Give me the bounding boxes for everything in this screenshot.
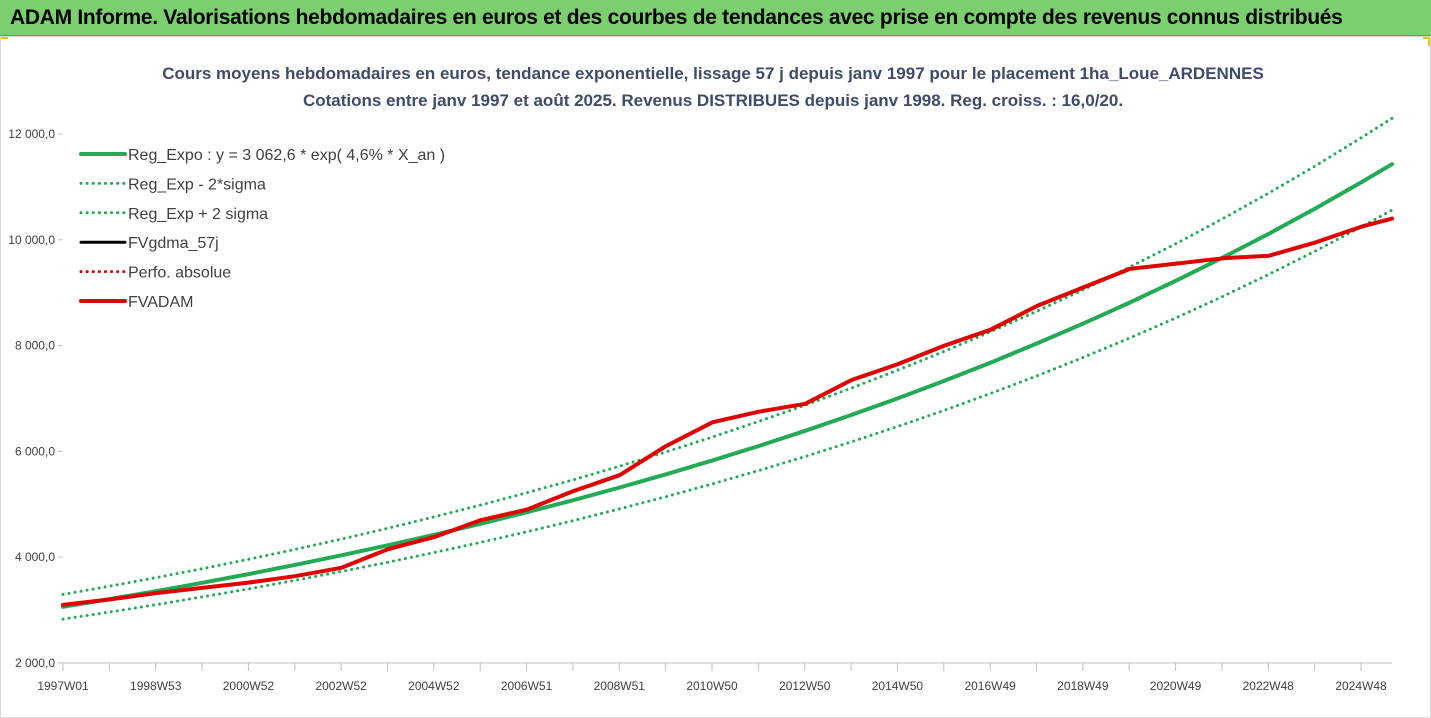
x-axis: 1997W01 1998W53 2000W52 2002W52 2004W52 2006W…	[37, 663, 1387, 693]
legend-label: FVADAM	[128, 294, 193, 311]
x-tick-label: 2008W51	[594, 679, 646, 693]
y-tick-label: 2 000,0	[15, 656, 55, 670]
corner-marker-top-right	[1423, 36, 1431, 39]
series-line-3	[61, 217, 1394, 607]
corner-marker-right	[1428, 36, 1431, 46]
y-tick-label: 6 000,0	[15, 444, 55, 458]
x-tick-label: 1997W01	[37, 679, 89, 693]
legend-label: Reg_Expo : y = 3 062,6 * exp( 4,6% * X_a…	[128, 147, 445, 164]
legend-label: FVgdma_57j	[128, 235, 219, 252]
legend-label: Reg_Exp + 2 sigma	[128, 206, 268, 223]
corner-marker-top-left	[0, 36, 8, 39]
x-tick-label: 2014W50	[872, 679, 924, 693]
y-tick-label: 12 000,0	[8, 127, 55, 141]
x-tick-label: 2016W49	[964, 679, 1016, 693]
chart-title: Cours moyens hebdomadaires en euros, ten…	[162, 64, 1264, 83]
y-tick-label: 4 000,0	[15, 550, 55, 564]
chart-area: Cours moyens hebdomadaires en euros, ten…	[0, 36, 1431, 718]
chart-subtitle: Cotations entre janv 1997 et août 2025. …	[303, 91, 1123, 110]
series-line-5	[61, 216, 1394, 607]
y-tick-label: 10 000,0	[8, 233, 55, 247]
legend-label: Reg_Exp - 2*sigma	[128, 176, 266, 193]
series-line-4	[61, 217, 1394, 607]
legend: Reg_Expo : y = 3 062,6 * exp( 4,6% * X_a…	[79, 147, 445, 311]
x-tick-label: 2002W52	[315, 679, 367, 693]
banner: ADAM Informe. Valorisations hebdomadaire…	[0, 0, 1431, 36]
x-tick-label: 2020W49	[1150, 679, 1202, 693]
x-tick-label: 2024W48	[1335, 679, 1387, 693]
x-tick-label: 1998W53	[130, 679, 182, 693]
x-tick-label: 2004W52	[408, 679, 460, 693]
line-chart: Cours moyens hebdomadaires en euros, ten…	[8, 64, 1394, 693]
y-tick-label: 8 000,0	[15, 339, 55, 353]
x-tick-label: 2012W50	[779, 679, 831, 693]
series-line-0	[61, 162, 1394, 609]
x-tick-label: 2006W51	[501, 679, 553, 693]
x-tick-label: 2010W50	[686, 679, 738, 693]
y-axis: 2 000,0 4 000,0 6 000,0 8 000,0 10 000,0 12 0…	[8, 127, 63, 670]
banner-title: ADAM Informe. Valorisations hebdomadaire…	[10, 6, 1343, 29]
series-group	[61, 116, 1394, 621]
x-tick-label: 2000W52	[223, 679, 275, 693]
series-line-1	[61, 208, 1394, 621]
legend-label: Perfo. absolue	[128, 265, 231, 282]
x-tick-label: 2018W49	[1057, 679, 1109, 693]
x-tick-label: 2022W48	[1243, 679, 1295, 693]
